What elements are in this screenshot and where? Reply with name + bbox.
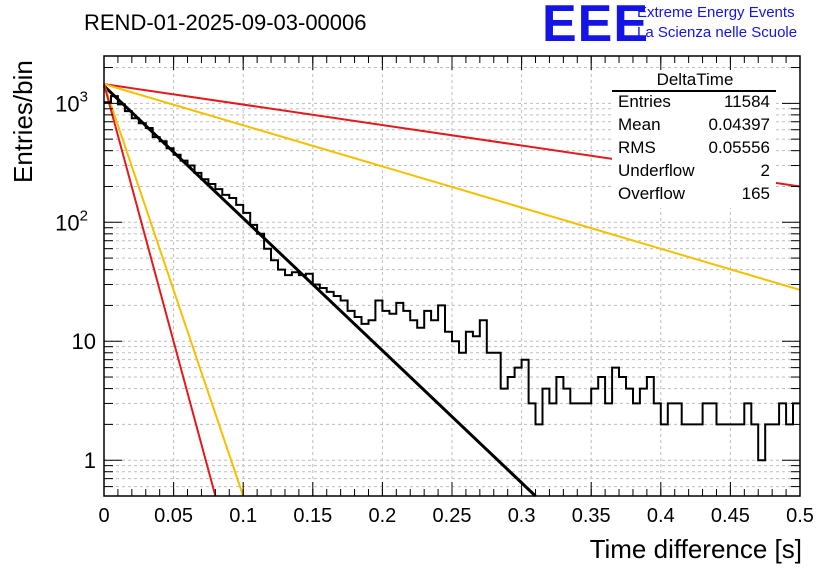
x-tick-label: 0.3 xyxy=(508,505,536,527)
x-tick-label: 0.2 xyxy=(368,505,396,527)
stats-key: Overflow xyxy=(618,184,686,203)
stats-box-rule xyxy=(612,90,776,92)
x-tick-label: 0.5 xyxy=(786,505,814,527)
stats-box: DeltaTime Entries 11584 Mean 0.04397 RMS… xyxy=(612,70,776,208)
fit-line-3 xyxy=(103,83,245,497)
stats-value: 2 xyxy=(760,161,770,180)
x-tick-label: 0.05 xyxy=(154,505,193,527)
y-tick-label: 102 xyxy=(55,207,88,235)
y-axis-label: Entries/bin xyxy=(8,60,38,183)
eee-logo: EEE xyxy=(542,0,650,53)
x-tick-label: 0.45 xyxy=(711,505,750,527)
stats-value: 0.05556 xyxy=(708,138,770,157)
fit-line-1 xyxy=(103,83,801,291)
x-tick-label: 0.1 xyxy=(229,505,257,527)
stats-value: 11584 xyxy=(723,92,770,111)
logo-subtitle-1: Extreme Energy Events xyxy=(637,4,795,21)
x-tick-label: 0.15 xyxy=(293,505,332,527)
stats-key: Underflow xyxy=(618,161,695,180)
stats-row-overflow: Overflow 165 xyxy=(618,184,770,206)
y-tick-label: 103 xyxy=(55,88,88,116)
y-tick-label: 10 xyxy=(72,329,96,354)
y-tick-label: 1 xyxy=(84,448,96,473)
stats-row-entries: Entries 11584 xyxy=(618,92,770,114)
stats-row-mean: Mean 0.04397 xyxy=(618,115,770,137)
histogram-steps xyxy=(104,95,800,462)
histogram xyxy=(104,95,800,462)
stats-key: RMS xyxy=(618,138,656,157)
x-tick-label: 0.25 xyxy=(433,505,472,527)
stats-row-underflow: Underflow 2 xyxy=(618,161,770,183)
stats-value: 0.04397 xyxy=(708,115,770,134)
fit-line-4 xyxy=(103,83,217,497)
stats-row-rms: RMS 0.05556 xyxy=(618,138,770,160)
stats-box-title: DeltaTime xyxy=(656,70,734,89)
logo-subtitle-2: La Scienza nelle Scuole xyxy=(637,24,798,41)
axes: 0 0.05 0.1 0.15 0.2 0.25 0.3 0.35 0.4 0.45 0.5 1 10 1… xyxy=(55,56,814,527)
x-axis-label: Time difference [s] xyxy=(589,534,802,564)
stats-key: Mean xyxy=(618,115,661,134)
chart-title: REND-01-2025-09-03-00006 xyxy=(84,10,367,35)
x-tick-label: 0.4 xyxy=(647,505,675,527)
stats-value: 165 xyxy=(741,184,770,203)
x-tick-label: 0.35 xyxy=(572,505,611,527)
x-tick-label: 0 xyxy=(98,505,109,527)
stats-key: Entries xyxy=(618,92,671,111)
